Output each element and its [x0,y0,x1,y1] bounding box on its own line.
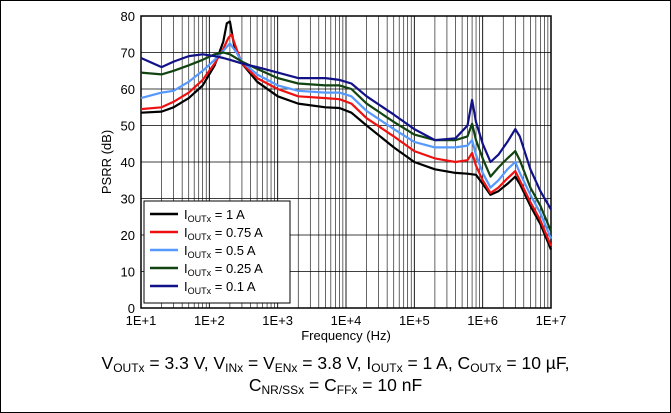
series-lines [140,20,553,251]
x-tick-labels: 1E+1 1E+2 1E+3 1E+4 1E+5 1E+6 1E+7 [126,313,567,328]
legend-entry: IOUTx = 0.75 A [184,225,263,242]
y-axis-label: PSRR (dB) [99,130,114,194]
y-tick-label: 40 [121,155,135,170]
psrr-chart: 1E+1 1E+2 1E+3 1E+4 1E+5 1E+6 1E+7 0 10 20 30 40 50… [99,9,567,343]
y-tick-label: 60 [121,82,135,97]
x-tick-label: 1E+5 [399,313,430,328]
y-tick-label: 20 [121,228,135,243]
series-line-3 [140,51,553,232]
legend-entry: IOUTx = 0.1 A [184,279,256,296]
caption-line-1: VOUTx = 3.3 V, VINx = VENx = 3.8 V, IOUT… [101,353,570,375]
x-tick-label: 1E+3 [262,313,293,328]
y-tick-label: 10 [121,265,135,280]
legend-entry: IOUTx = 0.5 A [184,243,256,260]
x-tick-label: 1E+4 [331,313,362,328]
x-axis-label: Frequency (Hz) [301,328,391,343]
caption-line-2: CNR/SSx = CFFx = 10 nF [248,375,423,397]
x-tick-label: 1E+6 [467,313,498,328]
x-tick-label: 1E+7 [536,313,567,328]
plot-area-border [140,15,552,309]
legend-entry: IOUTx = 0.25 A [184,261,263,278]
series-line-4 [140,53,552,210]
y-tick-label: 50 [121,119,135,134]
x-tick-label: 1E+2 [194,313,225,328]
y-tick-label: 80 [121,9,135,24]
x-tick-label: 1E+1 [126,313,157,328]
y-tick-label: 70 [121,46,135,61]
legend-entry: IOUTx = 1 A [184,207,245,224]
y-tick-label: 30 [121,192,135,207]
y-tick-labels: 0 10 20 30 40 50 60 70 80 [121,9,135,316]
test-conditions-caption: VOUTx = 3.3 V, VINx = VENx = 3.8 V, IOUT… [0,352,671,396]
y-tick-label: 0 [128,301,135,316]
